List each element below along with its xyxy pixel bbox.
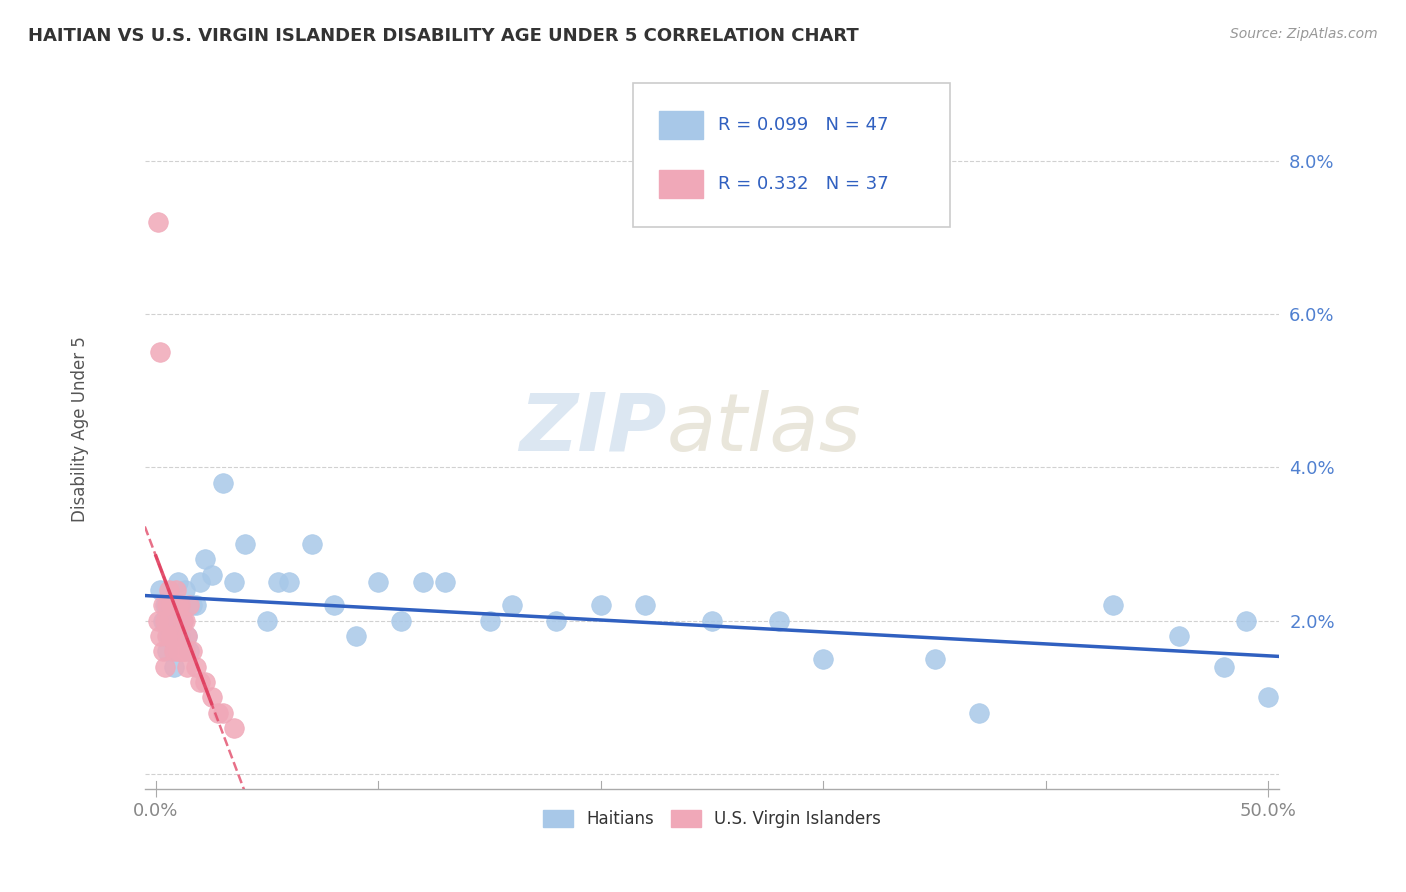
Point	[173, 582, 195, 597]
Point	[163, 598, 186, 612]
Point	[184, 598, 207, 612]
Point	[173, 644, 195, 658]
Point	[160, 629, 183, 643]
Point	[176, 629, 198, 643]
Y-axis label: Disability Age Under 5: Disability Age Under 5	[72, 336, 89, 522]
Point	[165, 582, 187, 597]
Legend: Haitians, U.S. Virgin Islanders: Haitians, U.S. Virgin Islanders	[537, 804, 887, 835]
Point	[165, 629, 187, 643]
Point	[180, 598, 202, 612]
Point	[173, 614, 195, 628]
Point	[157, 582, 180, 597]
Point	[169, 644, 191, 658]
Point	[153, 659, 176, 673]
Point	[156, 644, 179, 658]
Point	[160, 598, 183, 612]
Point	[157, 629, 180, 643]
Point	[172, 614, 194, 628]
Point	[1101, 598, 1123, 612]
Point	[301, 537, 323, 551]
Point	[434, 575, 457, 590]
Point	[207, 706, 229, 720]
Point	[589, 598, 612, 612]
Point	[256, 614, 278, 628]
Point	[190, 575, 212, 590]
Point	[153, 614, 176, 628]
Point	[1212, 659, 1234, 673]
Point	[146, 215, 169, 229]
Point	[813, 652, 835, 666]
Point	[149, 345, 172, 359]
Text: R = 0.332   N = 37: R = 0.332 N = 37	[718, 175, 889, 193]
Point	[146, 614, 169, 628]
Point	[1234, 614, 1257, 628]
Point	[501, 598, 523, 612]
Point	[1257, 690, 1279, 705]
Text: ZIP: ZIP	[519, 390, 666, 468]
Point	[389, 614, 412, 628]
Point	[412, 575, 434, 590]
Point	[924, 652, 946, 666]
Point	[190, 674, 212, 689]
Point	[200, 567, 222, 582]
Point	[152, 614, 174, 628]
Point	[160, 598, 183, 612]
Point	[634, 598, 657, 612]
Point	[156, 629, 179, 643]
Point	[176, 659, 198, 673]
Point	[157, 614, 180, 628]
Point	[700, 614, 723, 628]
Text: HAITIAN VS U.S. VIRGIN ISLANDER DISABILITY AGE UNDER 5 CORRELATION CHART: HAITIAN VS U.S. VIRGIN ISLANDER DISABILI…	[28, 27, 859, 45]
Point	[149, 629, 172, 643]
Point	[267, 575, 290, 590]
Point	[211, 475, 233, 490]
Point	[167, 598, 190, 612]
Point	[169, 629, 191, 643]
Point	[184, 659, 207, 673]
Point	[163, 644, 186, 658]
Point	[322, 598, 344, 612]
Point	[211, 706, 233, 720]
Point	[1168, 629, 1191, 643]
Point	[180, 644, 202, 658]
Point	[179, 644, 201, 658]
Point	[165, 614, 187, 628]
FancyBboxPatch shape	[659, 169, 703, 198]
Text: R = 0.099   N = 47: R = 0.099 N = 47	[718, 116, 889, 134]
Point	[172, 644, 194, 658]
Point	[278, 575, 301, 590]
Point	[478, 614, 501, 628]
Point	[152, 644, 174, 658]
Point	[176, 629, 198, 643]
Point	[367, 575, 389, 590]
Point	[172, 614, 194, 628]
Point	[153, 598, 176, 612]
Point	[222, 575, 245, 590]
Point	[222, 721, 245, 735]
Text: atlas: atlas	[666, 390, 862, 468]
Point	[167, 644, 190, 658]
FancyBboxPatch shape	[633, 83, 950, 227]
Point	[967, 706, 990, 720]
Point	[163, 659, 186, 673]
Point	[194, 674, 217, 689]
Point	[344, 629, 367, 643]
Text: Source: ZipAtlas.com: Source: ZipAtlas.com	[1230, 27, 1378, 41]
Point	[768, 614, 790, 628]
Point	[167, 575, 190, 590]
Point	[200, 690, 222, 705]
Point	[152, 598, 174, 612]
Point	[179, 598, 201, 612]
Point	[169, 598, 191, 612]
Point	[156, 598, 179, 612]
FancyBboxPatch shape	[659, 111, 703, 139]
Point	[194, 552, 217, 566]
Point	[149, 582, 172, 597]
Point	[546, 614, 568, 628]
Point	[233, 537, 256, 551]
